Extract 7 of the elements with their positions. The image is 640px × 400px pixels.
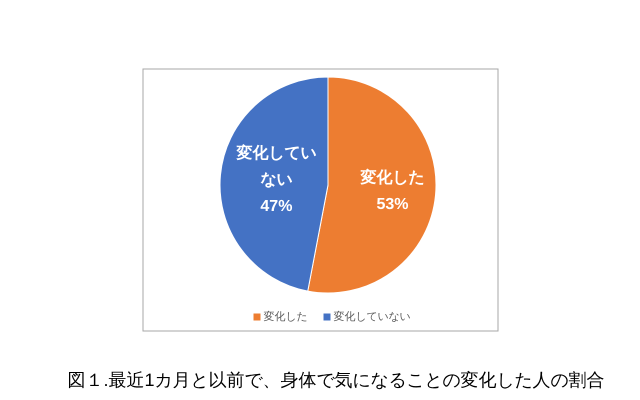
data-label: 53% (376, 196, 409, 213)
text: 図１.最近1カ月と以前で、身体で気になることの変化した人の割合 (67, 370, 605, 390)
slice-label: 変化した (360, 167, 425, 186)
data-label: 47% (260, 198, 292, 216)
legend-label: 変化した (264, 310, 308, 323)
legend-label: 変化していない (334, 310, 410, 323)
slice-label: 変化していない (235, 143, 316, 189)
